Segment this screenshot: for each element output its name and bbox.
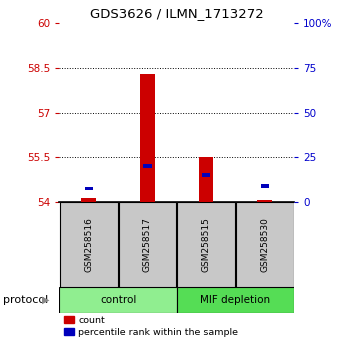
Bar [257, 200, 272, 202]
Bar [82, 198, 96, 202]
Bar [119, 202, 176, 287]
Text: protocol: protocol [3, 295, 49, 305]
Bar [60, 202, 118, 287]
Text: GSM258516: GSM258516 [84, 217, 93, 272]
Bar [143, 165, 152, 168]
Bar [85, 187, 93, 190]
Bar [261, 184, 269, 188]
Bar [140, 74, 155, 202]
Text: GSM258530: GSM258530 [260, 217, 269, 272]
Text: ▶: ▶ [42, 295, 50, 305]
Bar [202, 173, 210, 177]
Text: MIF depletion: MIF depletion [200, 295, 271, 305]
Bar [199, 157, 214, 202]
Title: GDS3626 / ILMN_1713272: GDS3626 / ILMN_1713272 [90, 7, 264, 21]
Bar [177, 287, 294, 313]
Text: GSM258517: GSM258517 [143, 217, 152, 272]
Text: control: control [100, 295, 136, 305]
Bar [236, 202, 293, 287]
Bar [177, 202, 235, 287]
Legend: count, percentile rank within the sample: count, percentile rank within the sample [64, 316, 238, 337]
Text: GSM258515: GSM258515 [202, 217, 210, 272]
Bar [59, 287, 177, 313]
